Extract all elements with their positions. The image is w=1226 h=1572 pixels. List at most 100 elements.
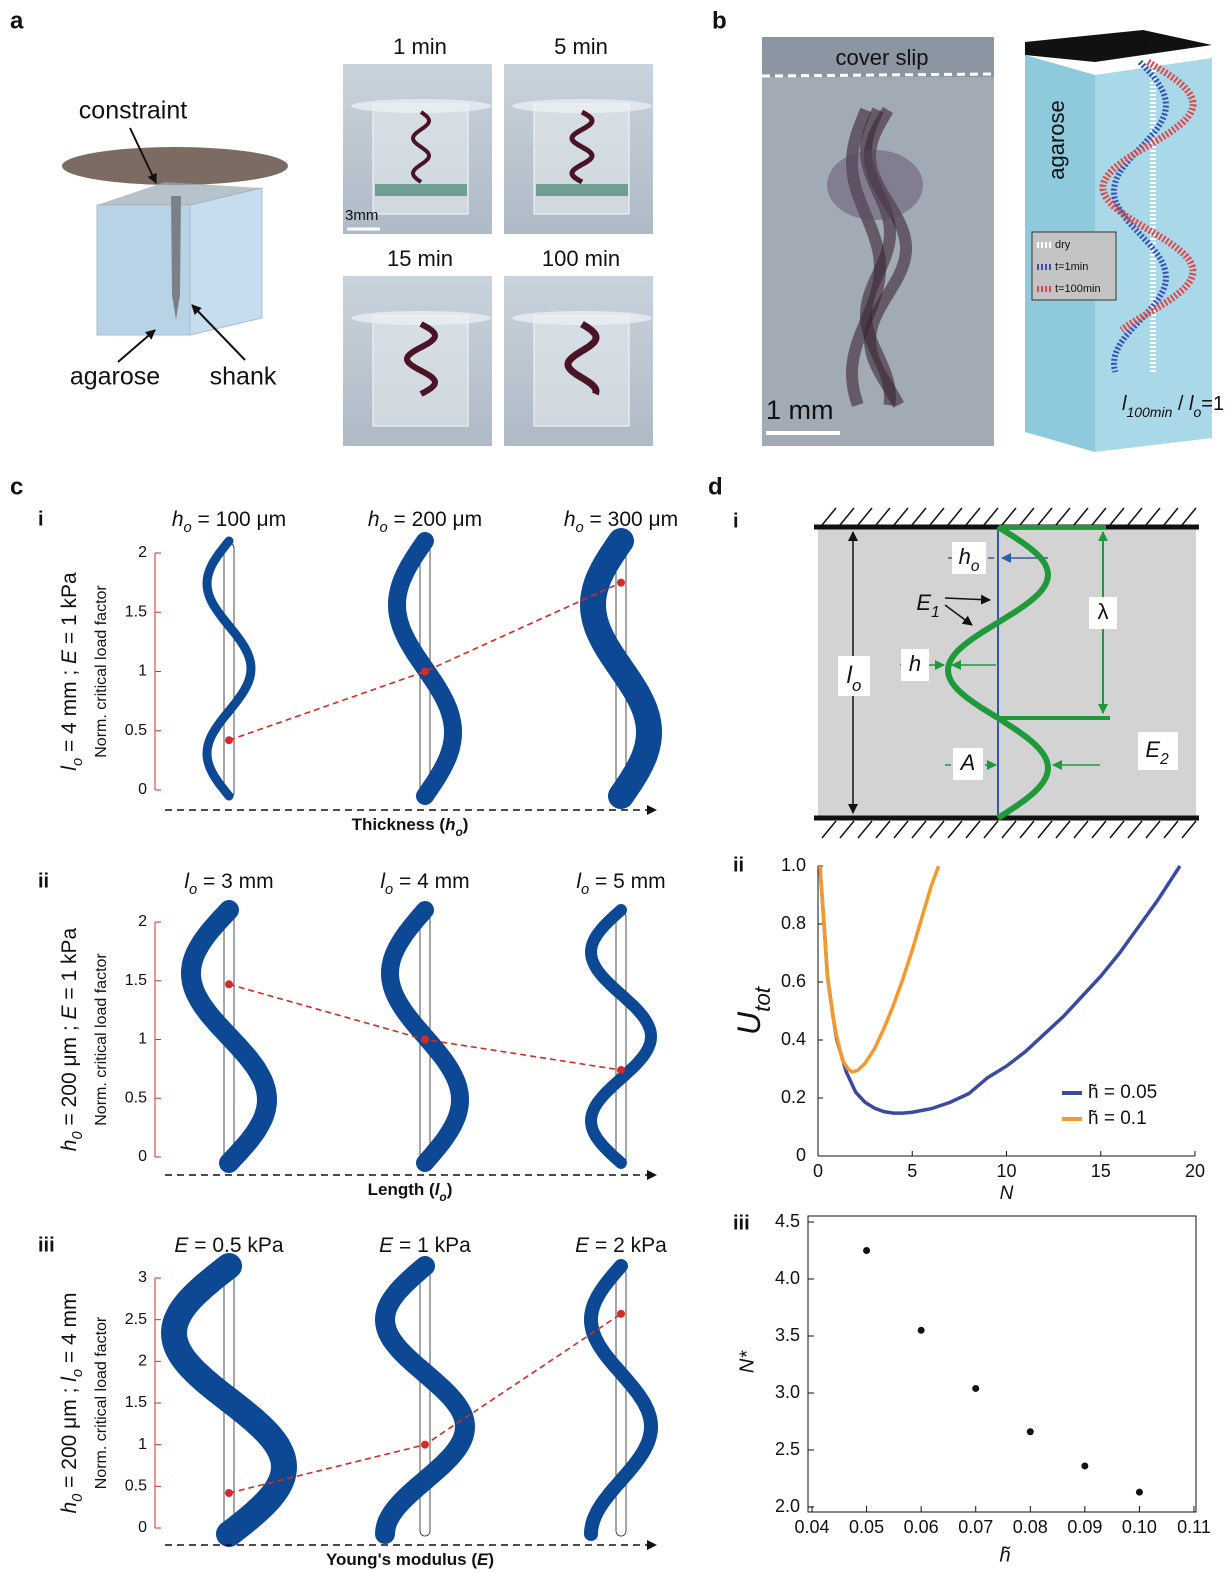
y-tick-label: 0.5 [125, 722, 147, 739]
column-title-part: o [184, 520, 192, 536]
row-label: ii [733, 854, 744, 876]
x-axis-label-part: ) [447, 1180, 453, 1199]
diagram-label-part: A [959, 750, 976, 775]
x-axis-label-part: Young's modulus ( [326, 1550, 477, 1569]
x-axis-label-part: E [477, 1550, 489, 1569]
x-tick-label: 0.08 [1013, 1517, 1048, 1537]
cover-slip [351, 99, 491, 113]
dot [225, 1489, 233, 1497]
y-tick-label: 1.5 [125, 972, 147, 989]
row-label: ii [38, 870, 49, 892]
y-tick-label: 1.5 [125, 1394, 147, 1411]
constraint-disk [62, 147, 288, 185]
x-axis-label: N [1000, 1183, 1014, 1204]
y-tick-label: 1.0 [781, 855, 806, 875]
row-label: i [38, 508, 44, 530]
condition-label-part: E [58, 1004, 81, 1019]
y-tick-label: 1 [138, 663, 147, 680]
y-axis-label: Norm. critical load factor [93, 585, 110, 758]
point [918, 1327, 925, 1334]
x-tick-label: 0.11 [1177, 1517, 1211, 1537]
scale-bar-label: 3mm [345, 207, 378, 224]
y-axis-label: Norm. critical load factor [93, 1316, 110, 1489]
y-tick-label: 3 [138, 1269, 147, 1286]
y-axis-label: N* [736, 1350, 758, 1373]
y-tick-label: 2 [138, 1353, 147, 1370]
x-axis-label-part: o [456, 825, 463, 839]
dot [617, 1310, 625, 1318]
y-tick-label: 1 [138, 1436, 147, 1453]
y-tick-label: 0.2 [781, 1087, 806, 1107]
ratio-part: / [1172, 393, 1189, 415]
dot [617, 579, 625, 587]
column-title-part: h [368, 508, 380, 531]
column-title-part: = 4 mm [393, 870, 469, 893]
x-axis-label-part: h [445, 815, 455, 834]
y-axis-label-part: tot [750, 986, 775, 1012]
x-tick-label: 20 [1185, 1161, 1205, 1181]
legend-label: t=1min [1055, 261, 1088, 273]
ratio-part: 100min [1126, 404, 1172, 420]
label: cover slip [836, 45, 929, 70]
column-title-part: E [379, 1234, 394, 1257]
cover-slip [512, 311, 652, 325]
column-title-part: o [380, 520, 388, 536]
x-axis-label: h̃ [999, 1544, 1010, 1566]
y-tick-label: 0.5 [125, 1089, 147, 1106]
diagram-label-part: E [916, 590, 931, 615]
y-tick-label: 0 [138, 1148, 147, 1165]
column-title-part: h [564, 508, 576, 531]
point [972, 1385, 979, 1392]
column-title-part: o [189, 882, 197, 898]
x-tick-label: 0.07 [958, 1517, 993, 1537]
column-title-part: = 100 μm [192, 508, 286, 531]
panel-label: b [712, 7, 727, 34]
diagram-label-part: 2 [1159, 751, 1169, 768]
label: constraint [79, 97, 187, 125]
diagram-label: A [959, 750, 976, 775]
condition-label-part: = 1 kPa [58, 572, 81, 650]
column-title-part: E [575, 1234, 590, 1257]
gel-block [373, 104, 468, 214]
dot [225, 980, 233, 988]
photo-time: 100 min [542, 246, 620, 271]
column-title-part: = 1 kPa [393, 1234, 471, 1257]
scale-bar-label: 1 mm [766, 395, 834, 425]
condition-label-part: h [58, 1502, 81, 1514]
condition-label-part: = 200 μm ; [58, 1019, 81, 1131]
x-tick-label: 0.10 [1122, 1517, 1157, 1537]
y-tick-label: 0 [796, 1145, 806, 1165]
x-axis-label-part: ) [488, 1550, 494, 1569]
y-tick-label: 2.0 [775, 1496, 800, 1516]
legend-label: h̃ = 0.1 [1088, 1108, 1147, 1129]
diagram-label: h [909, 651, 921, 676]
condition-label-part: = 4 mm ; [58, 664, 81, 758]
y-tick-label: 2.5 [775, 1439, 800, 1459]
condition-label-part: o [70, 1369, 86, 1377]
diagram-label: λ [1098, 599, 1109, 624]
diagram-label-part: 1 [931, 604, 940, 621]
panel-label: d [708, 473, 723, 500]
y-tick-label: 2 [138, 913, 147, 930]
dot [225, 736, 233, 744]
column-title-part: = 3 mm [197, 870, 273, 893]
model-diagram [814, 527, 1199, 818]
photo-time: 1 min [393, 34, 447, 59]
x-axis-label-part: Length ( [368, 1180, 435, 1199]
y-tick-label: 0.6 [781, 971, 806, 991]
point [863, 1247, 870, 1254]
panel-label: c [10, 473, 23, 500]
column-title-part: o [385, 882, 393, 898]
diagram-label-part: E [1145, 737, 1160, 762]
column-title: E = 2 kPa [575, 1234, 667, 1257]
x-tick-label: 10 [996, 1161, 1016, 1181]
condition-label-part: = 4 mm [58, 1292, 81, 1368]
label: shank [210, 363, 277, 391]
y-tick-label: 1.5 [125, 603, 147, 620]
x-tick-label: 0 [813, 1161, 823, 1181]
y-tick-label: 0.4 [781, 1029, 806, 1049]
diagram-label-part: o [971, 558, 980, 575]
x-tick-label: 0.04 [794, 1517, 829, 1537]
cover-slip [512, 99, 652, 113]
column-title-part: o [581, 882, 589, 898]
